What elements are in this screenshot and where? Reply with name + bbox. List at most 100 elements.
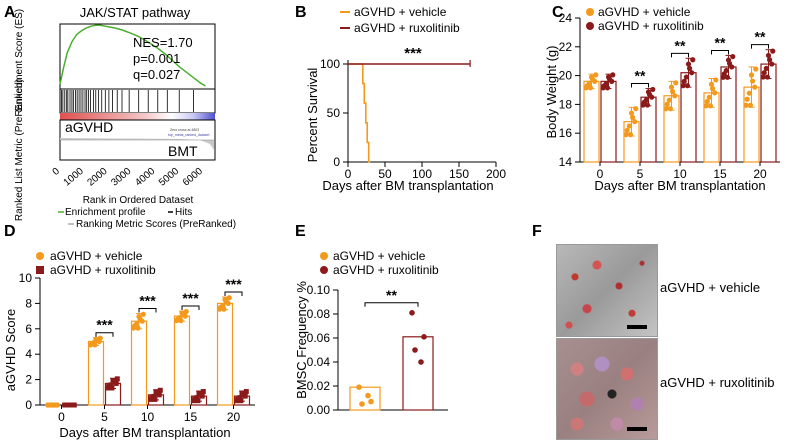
gsea-group-label-bmt: BMT xyxy=(168,143,198,159)
data-point xyxy=(704,98,710,105)
data-point xyxy=(686,65,693,71)
data-point xyxy=(153,389,159,395)
y-tick-label: 10 xyxy=(19,271,33,285)
data-point xyxy=(748,72,755,78)
survival-curve-vehicle xyxy=(348,63,371,163)
significance-label: ** xyxy=(755,29,766,45)
x-tick-label: 15 xyxy=(713,167,727,181)
panel-letter-e: E xyxy=(295,223,306,240)
x-tick-label: 10 xyxy=(141,410,155,424)
data-point xyxy=(49,402,55,408)
significance-bracket xyxy=(671,52,689,58)
x-tick-label: 10 xyxy=(673,167,687,181)
x-tick-label: 5000 xyxy=(157,166,181,189)
data-point xyxy=(157,387,163,393)
data-point xyxy=(684,83,691,89)
significance-bracket xyxy=(138,308,157,313)
bar-vehicle xyxy=(349,386,381,411)
data-point xyxy=(593,72,599,78)
data-point xyxy=(708,81,715,87)
y-tick-label: 24 xyxy=(559,11,573,25)
data-point xyxy=(610,72,616,78)
gsea-x-ticks: 0 1000 2000 3000 4000 5000 6000 xyxy=(51,166,206,189)
x-tick-label: 0 xyxy=(597,167,604,181)
data-point xyxy=(689,70,695,76)
bmsc-legend: aGVHD + vehicle aGVHD + ruxolitinib xyxy=(320,249,439,277)
data-point xyxy=(703,103,709,109)
data-point xyxy=(242,393,248,399)
x-tick-label: 2000 xyxy=(86,166,110,189)
data-point xyxy=(685,61,692,67)
data-point xyxy=(644,102,651,108)
data-point xyxy=(672,93,678,99)
data-point xyxy=(729,64,735,70)
data-point xyxy=(365,392,371,399)
data-point xyxy=(588,74,595,80)
y-tick-label: 2 xyxy=(25,373,32,387)
gsea-x-axis-label: Rank in Ordered Dataset xyxy=(83,195,194,206)
legend-vehicle-dot xyxy=(36,252,44,260)
agvhd-score-plot: 0 2 4 6 8 10 0 5 *** 10 *** 15 *** 20 *** xyxy=(19,271,255,424)
x-tick-label: 6000 xyxy=(181,166,205,189)
data-point xyxy=(604,85,611,91)
data-point xyxy=(243,389,249,395)
legend-ruxolitinib-dot xyxy=(586,22,594,30)
y-tick-label: 6 xyxy=(25,322,32,336)
data-point xyxy=(683,74,689,80)
data-point xyxy=(359,401,365,407)
significance-bracket xyxy=(631,83,649,88)
significance-bracket xyxy=(711,49,729,55)
scale-bar xyxy=(627,325,647,329)
data-point xyxy=(609,78,615,84)
gsea-es-axis-label: Enrichment Score (ES) xyxy=(14,9,25,111)
micrograph-vehicle-label: aGVHD + vehicle xyxy=(660,280,761,295)
data-point xyxy=(113,380,119,386)
data-point xyxy=(626,123,632,129)
data-point xyxy=(623,132,629,138)
survival-plot: 0 50 100 0 50 100 150 200 xyxy=(320,57,506,181)
data-point xyxy=(93,336,99,342)
data-point xyxy=(707,103,714,109)
bmsc-plot: 0.00 0.02 0.04 0.06 0.08 0.10 ** xyxy=(307,283,448,417)
data-point xyxy=(763,65,769,71)
data-point xyxy=(649,94,655,100)
legend-vehicle-dot xyxy=(586,8,594,16)
data-point xyxy=(760,74,766,80)
gsea-fine-print-1: Zero cross at 4803 xyxy=(170,128,199,132)
data-point xyxy=(152,396,158,402)
y-tick-label: 0 xyxy=(25,398,32,412)
agvhd-score-y-label: aGVHD Score xyxy=(3,309,18,391)
legend-ruxolitinib-label: aGVHD + ruxolitinib xyxy=(333,263,439,277)
micrograph-ruxolitinib-label: aGVHD + ruxolitinib xyxy=(660,375,775,390)
legend-ruxolitinib-label: aGVHD + ruxolitinib xyxy=(354,21,460,35)
data-point xyxy=(587,85,594,91)
significance-bracket xyxy=(364,302,419,307)
survival-legend: aGVHD + vehicle aGVHD + ruxolitinib xyxy=(340,5,460,35)
data-point xyxy=(66,402,72,408)
x-tick-label: 0 xyxy=(345,167,352,181)
bar-vehicle xyxy=(173,315,191,406)
data-point xyxy=(752,84,758,90)
gsea-hits-group xyxy=(61,90,194,112)
significance-bracket xyxy=(224,291,243,297)
y-tick-label: 50 xyxy=(327,106,341,120)
data-point xyxy=(368,398,374,405)
data-point xyxy=(746,90,752,96)
data-point xyxy=(192,396,198,402)
legend-ruxolitinib-square xyxy=(36,266,44,274)
data-point xyxy=(744,96,750,102)
legend-vehicle-label: aGVHD + vehicle xyxy=(598,5,691,19)
data-point xyxy=(725,57,732,63)
data-point xyxy=(409,310,415,316)
data-point xyxy=(605,74,612,80)
data-point xyxy=(690,57,696,63)
y-tick-label: 0.02 xyxy=(307,379,331,393)
data-point xyxy=(709,85,716,92)
data-point xyxy=(645,89,652,95)
micrograph-vehicle xyxy=(556,244,658,337)
data-point xyxy=(412,347,418,353)
panel-letter-b: B xyxy=(295,4,307,21)
x-tick-label: 20 xyxy=(227,410,241,424)
x-tick-label: 5 xyxy=(637,167,644,181)
es-curve-line xyxy=(59,24,206,87)
